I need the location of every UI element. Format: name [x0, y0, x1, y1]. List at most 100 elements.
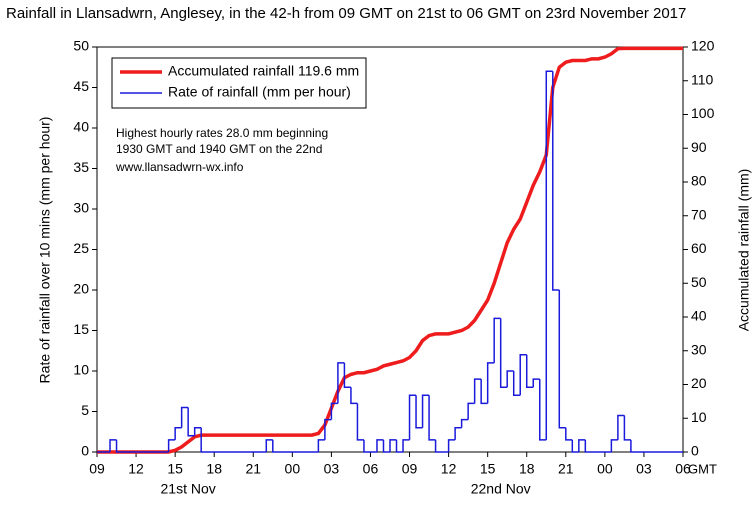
rate-step	[486, 362, 495, 404]
rate-step	[473, 378, 482, 404]
rate-step	[428, 395, 436, 441]
series-line	[97, 46, 683, 454]
rate-step	[265, 439, 273, 452]
rate-step	[460, 418, 469, 428]
y-tick-label: 5	[81, 402, 89, 418]
x-tick-label: 06	[675, 461, 691, 477]
rate-step	[187, 407, 195, 437]
rate-step	[552, 71, 560, 291]
y-tick-label: 10	[73, 362, 89, 378]
rate-step	[376, 439, 384, 452]
rate-step	[630, 439, 638, 453]
y2-tick-label: 60	[691, 240, 707, 256]
y2-tick-label: 100	[691, 105, 715, 121]
rate-step	[499, 318, 508, 388]
rate-step	[545, 70, 553, 440]
rate-step	[584, 439, 592, 453]
rate-step	[402, 439, 410, 452]
y-tick-label: 20	[73, 281, 89, 297]
y-tick-label: 0	[81, 443, 89, 459]
rate-step	[382, 439, 390, 453]
y-tick-label: 30	[73, 200, 89, 216]
x-tick-label: 21	[245, 461, 261, 477]
legend-box	[111, 57, 367, 109]
x-tick-label: 06	[363, 461, 379, 477]
legend-label: Rate of rainfall (mm per hour)	[168, 84, 351, 100]
rate-step	[623, 415, 631, 441]
rate-step	[324, 418, 332, 440]
rate-step	[395, 439, 404, 453]
rate-step	[480, 379, 488, 405]
rate-step	[337, 362, 345, 404]
rate-step	[454, 426, 462, 440]
rate-step	[174, 426, 182, 440]
rate-step	[578, 439, 586, 452]
annotation: www.llansadwrn-wx.info	[115, 160, 244, 174]
x-tick-label: 21	[558, 461, 574, 477]
rate-step	[272, 439, 280, 453]
rate-step	[330, 402, 338, 420]
day-label: 22nd Nov	[471, 481, 531, 497]
rate-step	[617, 414, 625, 440]
rate-step	[532, 378, 540, 388]
y2-tick-label: 0	[691, 443, 699, 459]
x-unit: GMT	[688, 461, 717, 476]
rate-step	[343, 362, 351, 388]
rate-step	[350, 387, 358, 405]
x-tick-label: 15	[480, 461, 496, 477]
x-tick-label: 03	[636, 461, 652, 477]
rate-step	[525, 354, 534, 388]
rate-step	[565, 427, 573, 441]
y2-tick-label: 30	[691, 341, 707, 357]
x-tick-label: 00	[597, 461, 613, 477]
rate-step	[519, 354, 527, 396]
rate-step	[115, 439, 124, 453]
rate-step	[109, 439, 117, 452]
y2-tick-label: 90	[691, 139, 707, 155]
y-axis-label: Rate of rainfall over 10 mins (mm per ho…	[37, 117, 53, 384]
x-tick-label: 12	[128, 461, 144, 477]
rate-step	[408, 394, 417, 440]
x-tick-label: 03	[324, 461, 340, 477]
y2-tick-label: 70	[691, 206, 707, 222]
rate-step	[421, 394, 430, 428]
y-tick-label: 40	[73, 119, 89, 135]
y-tick-label: 50	[73, 38, 89, 54]
legend-label: Accumulated rainfall 119.6 mm	[168, 63, 359, 79]
x-tick-label: 12	[441, 461, 457, 477]
rate-step	[447, 439, 456, 452]
rate-step	[512, 371, 521, 397]
rate-step	[558, 290, 566, 429]
y2-tick-label: 20	[691, 375, 707, 391]
rate-step	[200, 427, 208, 453]
y-tick-label: 45	[73, 78, 89, 94]
rate-step	[317, 439, 325, 452]
y2-tick-label: 10	[691, 409, 707, 425]
y-tick-label: 25	[73, 240, 89, 256]
x-tick-label: 09	[402, 461, 418, 477]
rate-step	[356, 403, 364, 441]
annotation: 1930 GMT and 1940 GMT on the 22nd	[116, 142, 322, 156]
y2-tick-label: 120	[691, 38, 715, 54]
rate-step	[363, 439, 371, 453]
y2-tick-label: 40	[691, 308, 707, 324]
y2-tick-label: 80	[691, 173, 707, 189]
rate-step	[610, 439, 618, 452]
day-label: 21st Nov	[161, 481, 216, 497]
rate-step	[167, 439, 176, 452]
y-tick-label: 35	[73, 159, 89, 175]
y2-axis-label: Accumulated rainfall (mm)	[736, 169, 752, 332]
y2-tick-label: 110	[691, 71, 714, 87]
x-tick-label: 18	[206, 461, 222, 477]
rate-step	[506, 370, 514, 388]
x-tick-label: 00	[285, 461, 301, 477]
rate-step	[389, 439, 397, 452]
x-tick-label: 09	[89, 461, 105, 477]
rate-step	[180, 406, 189, 428]
y-tick-label: 15	[73, 321, 89, 337]
annotation: Highest hourly rates 28.0 mm beginning	[116, 126, 328, 140]
x-tick-label: 15	[167, 461, 183, 477]
rate-step	[571, 439, 579, 453]
rate-step	[434, 439, 443, 453]
